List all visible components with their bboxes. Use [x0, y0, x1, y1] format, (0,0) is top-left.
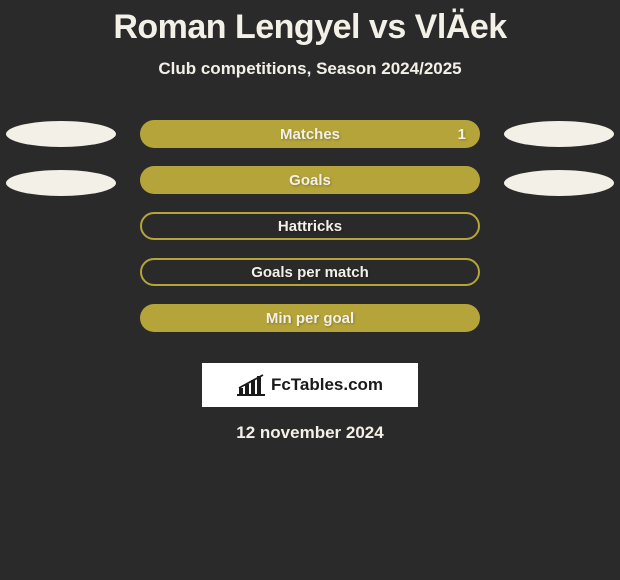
- comparison-card: Roman Lengyel vs VlÄek Club competitions…: [0, 0, 620, 580]
- stat-value-right: 1: [458, 126, 466, 143]
- date-label: 12 november 2024: [0, 423, 620, 443]
- stat-row: Hattricks: [0, 203, 620, 249]
- stat-label: Min per goal: [266, 310, 354, 327]
- player-right-marker: [504, 170, 614, 196]
- logo-text: FcTables.com: [271, 375, 383, 395]
- logo-box: FcTables.com: [202, 363, 418, 407]
- stat-bar: Goals per match: [140, 258, 480, 286]
- stat-bar: Goals: [140, 166, 480, 194]
- stat-row: Matches 1: [0, 111, 620, 157]
- stat-row: Min per goal: [0, 295, 620, 341]
- stat-label: Goals: [289, 172, 331, 189]
- stat-rows: Matches 1 Goals Hattricks Goals per match Min…: [0, 111, 620, 341]
- stat-bar: Hattricks: [140, 212, 480, 240]
- player-right-marker: [504, 121, 614, 147]
- player-left-marker: [6, 121, 116, 147]
- barchart-icon: [237, 374, 265, 396]
- stat-row: Goals per match: [0, 249, 620, 295]
- stat-row: Goals: [0, 157, 620, 203]
- stat-label: Hattricks: [278, 218, 342, 235]
- stat-bar: Matches 1: [140, 120, 480, 148]
- stat-bar: Min per goal: [140, 304, 480, 332]
- page-subtitle: Club competitions, Season 2024/2025: [0, 59, 620, 79]
- page-title: Roman Lengyel vs VlÄek: [0, 0, 620, 47]
- stat-label: Goals per match: [251, 264, 369, 281]
- stat-label: Matches: [280, 126, 340, 143]
- player-left-marker: [6, 170, 116, 196]
